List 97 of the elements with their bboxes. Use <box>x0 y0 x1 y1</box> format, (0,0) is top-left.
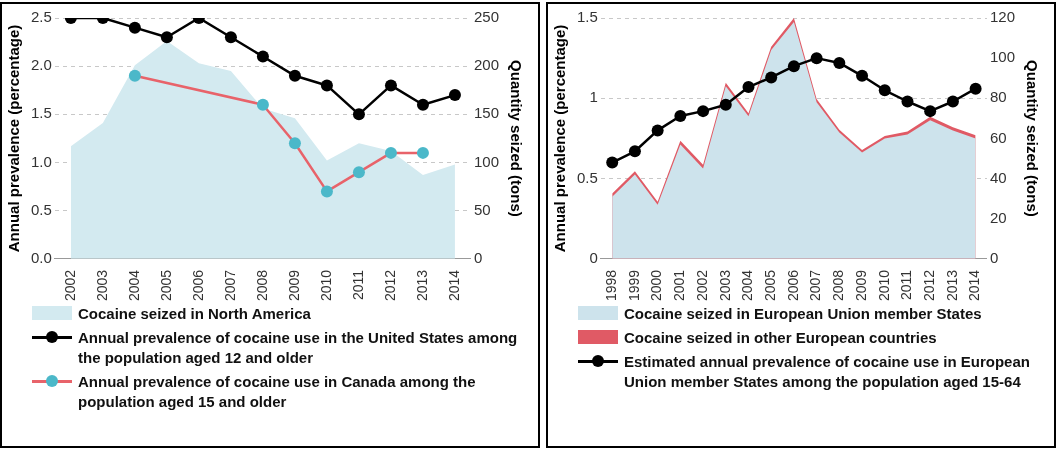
point <box>946 95 959 108</box>
point <box>384 79 397 92</box>
point <box>288 69 301 82</box>
point <box>810 52 823 65</box>
point <box>128 69 141 82</box>
x-tick-label: 2001 <box>671 269 688 302</box>
y-tick-label: 1.5 <box>30 104 52 122</box>
point <box>288 137 301 150</box>
point <box>719 98 732 111</box>
legend-label: Cocaine seized in other European countries <box>624 328 937 348</box>
x-tick-label: 2013 <box>413 269 430 302</box>
point <box>628 145 641 158</box>
y-tick-label: 1.0 <box>30 152 52 170</box>
point <box>416 98 429 111</box>
y2-axis-title: Quantity seized (tons) <box>1023 60 1041 217</box>
point <box>674 109 687 122</box>
point <box>651 124 664 137</box>
y-tick-label: 2.5 <box>30 8 52 26</box>
x-tick-label: 2004 <box>739 269 756 302</box>
x-tick-label: 2002 <box>61 269 78 302</box>
y-tick-label: 0.5 <box>576 168 598 186</box>
legend-label: Estimated annual prevalence of cocaine use in European Union member States among the population aged 15-64 <box>624 352 1031 392</box>
y2-tick-label: 0 <box>473 249 483 266</box>
x-tick-label: 2005 <box>762 269 779 302</box>
y2-axis-title: Quantity seized (tons) <box>507 60 525 217</box>
y2-tick-label: 80 <box>989 88 1007 106</box>
x-tick-label: 2004 <box>125 269 142 302</box>
point <box>697 105 710 118</box>
legend-label: Annual prevalence of cocaine use in the United States among the population aged 12 and older <box>78 328 519 368</box>
point <box>833 56 846 69</box>
x-tick-label: 2011 <box>349 269 366 300</box>
x-tick-label: 2010 <box>317 269 334 302</box>
y-tick-label: 2.0 <box>30 56 52 74</box>
point <box>352 166 365 179</box>
y2-tick-label: 60 <box>989 128 1007 146</box>
x-tick-label: 2007 <box>807 269 824 302</box>
x-tick-label: 2003 <box>716 269 733 302</box>
x-tick-label: 2008 <box>253 269 270 302</box>
x-tick-label: 2012 <box>381 269 398 302</box>
point <box>787 60 800 73</box>
x-tick-label: 2006 <box>189 269 206 302</box>
point <box>416 146 429 159</box>
y-tick-label: 0 <box>589 249 598 266</box>
x-tick-label: 2013 <box>943 269 960 302</box>
point <box>448 89 461 102</box>
point <box>256 50 269 63</box>
legend-label: Annual prevalence of cocaine use in Canada among the population aged 15 and older <box>78 372 477 412</box>
point <box>924 105 937 118</box>
point <box>160 31 173 44</box>
point <box>320 185 333 198</box>
point <box>224 31 237 44</box>
x-tick-label: 1998 <box>603 269 620 302</box>
y-tick-label: 1.5 <box>576 8 598 26</box>
x-tick-label: 2010 <box>875 269 892 302</box>
y-axis-title: Annual prevalence (percentage) <box>551 24 569 253</box>
point <box>901 95 914 108</box>
x-tick-label: 2005 <box>157 269 174 302</box>
legend-label: Cocaine seized in European Union member States <box>624 304 982 324</box>
x-tick-label: 2011 <box>898 269 915 300</box>
x-tick-label: 2014 <box>445 269 462 302</box>
point <box>352 108 365 121</box>
y2-tick-label: 200 <box>473 56 499 74</box>
point <box>765 71 778 84</box>
y2-tick-label: 150 <box>473 104 499 122</box>
y2-tick-label: 100 <box>989 48 1015 66</box>
point <box>856 69 869 82</box>
y-tick-label: 0.0 <box>30 249 52 266</box>
x-tick-label: 2002 <box>693 269 710 302</box>
y2-tick-label: 100 <box>473 152 499 170</box>
x-tick-label: 2000 <box>648 269 665 302</box>
y-tick-label: 1 <box>589 88 598 106</box>
y-tick-label: 0.5 <box>30 200 52 218</box>
y2-tick-label: 250 <box>473 8 499 26</box>
x-tick-label: 2003 <box>93 269 110 302</box>
point <box>256 98 269 111</box>
legend-label: Cocaine seized in North America <box>78 304 311 324</box>
x-tick-label: 2007 <box>221 269 238 302</box>
x-tick-label: 2012 <box>921 269 938 302</box>
y2-tick-label: 40 <box>989 168 1007 186</box>
y-axis-title: Annual prevalence (percentage) <box>5 24 23 253</box>
point <box>384 146 397 159</box>
point <box>742 81 755 94</box>
x-tick-label: 2014 <box>966 269 983 302</box>
x-tick-label: 2009 <box>852 269 869 302</box>
x-tick-label: 1999 <box>625 269 642 302</box>
y2-tick-label: 20 <box>989 208 1007 226</box>
y2-tick-label: 0 <box>989 249 999 266</box>
y2-tick-label: 120 <box>989 8 1015 26</box>
point <box>606 156 619 169</box>
point <box>128 21 141 34</box>
point <box>320 79 333 92</box>
y2-tick-label: 50 <box>473 200 491 218</box>
x-tick-label: 2008 <box>830 269 847 302</box>
point <box>969 82 982 95</box>
x-tick-label: 2006 <box>784 269 801 302</box>
x-tick-label: 2009 <box>285 269 302 302</box>
point <box>878 84 891 97</box>
